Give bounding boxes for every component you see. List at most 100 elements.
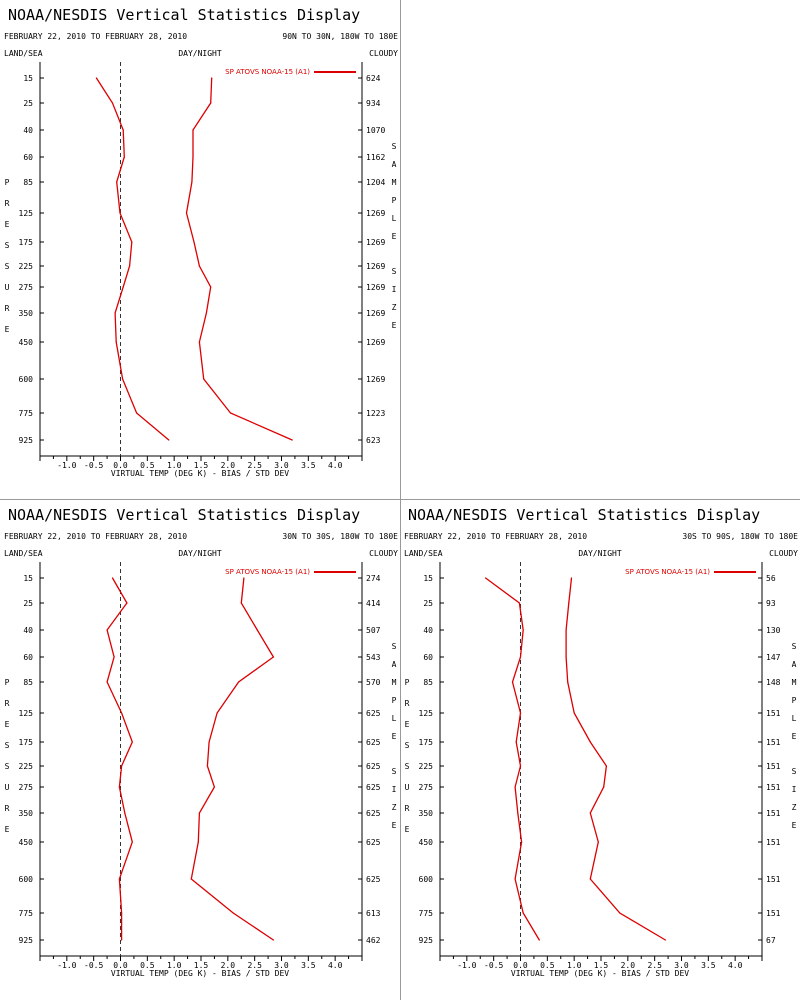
date-range: FEBRUARY 22, 2010 TO FEBRUARY 28, 2010 xyxy=(4,32,187,41)
x-tick-label: 3.0 xyxy=(274,461,289,470)
bias-point xyxy=(95,77,97,79)
x-tick-label: 2.5 xyxy=(247,461,262,470)
stddev-point xyxy=(291,439,293,441)
sample-axis-letter: S xyxy=(392,142,397,151)
chart-svg: NOAA/NESDIS Vertical Statistics Display F… xyxy=(4,6,398,478)
pressure-level-label: 275 xyxy=(419,783,434,792)
sample-axis-letter: S xyxy=(392,642,397,651)
pressure-axis-letter: E xyxy=(5,325,10,334)
sample-size-label: 1269 xyxy=(366,283,385,292)
pressure-level-label: 125 xyxy=(419,709,434,718)
bias-point xyxy=(522,629,524,631)
sample-axis-letter: M xyxy=(792,678,797,687)
bias-point xyxy=(121,939,123,941)
stddev-point xyxy=(192,129,194,131)
stddev-point xyxy=(198,812,200,814)
stddev-point xyxy=(206,765,208,767)
x-tick-label: 2.5 xyxy=(247,961,262,970)
pressure-level-label: 275 xyxy=(19,783,34,792)
sample-size-label: 624 xyxy=(366,74,381,83)
sample-axis-letter: E xyxy=(392,232,397,241)
x-tick-label: 0.5 xyxy=(540,961,555,970)
sample-axis-letter: P xyxy=(392,696,397,705)
bias-series-line xyxy=(485,577,540,941)
sample-size-label: 623 xyxy=(366,436,381,445)
bias-point xyxy=(119,212,121,214)
bias-point xyxy=(521,841,523,843)
stats-panel-tropics: NOAA/NESDIS Vertical Statistics Display F… xyxy=(0,500,400,1000)
pressure-axis-letter: P xyxy=(5,178,10,187)
sample-size-label: 1269 xyxy=(366,209,385,218)
pressure-level-label: 600 xyxy=(419,875,434,884)
pressure-axis-letter: P xyxy=(405,678,410,687)
chart-title: NOAA/NESDIS Vertical Statistics Display xyxy=(408,506,760,524)
size-axis-letter: I xyxy=(392,285,397,294)
bias-point xyxy=(129,265,131,267)
sample-axis-letter: P xyxy=(392,196,397,205)
stddev-point xyxy=(589,812,591,814)
sample-axis-letter: L xyxy=(392,214,397,223)
x-tick-label: 2.0 xyxy=(221,961,236,970)
pressure-level-label: 350 xyxy=(419,809,434,818)
bias-point xyxy=(122,129,124,131)
sample-size-label: 570 xyxy=(366,678,381,687)
stddev-point xyxy=(603,786,605,788)
stddev-point xyxy=(198,265,200,267)
stddev-point xyxy=(197,841,199,843)
sample-size-label: 1204 xyxy=(366,178,385,187)
sample-size-label: 507 xyxy=(366,626,381,635)
bias-point xyxy=(118,786,120,788)
pressure-level-label: 15 xyxy=(23,574,33,583)
cloudy-label: CLOUDY xyxy=(369,49,398,58)
sample-size-label: 151 xyxy=(766,875,781,884)
stddev-point xyxy=(185,212,188,214)
land-sea-label: LAND/SEA xyxy=(4,49,43,58)
pressure-level-label: 600 xyxy=(19,875,34,884)
bias-point xyxy=(116,181,118,183)
day-night-label: DAY/NIGHT xyxy=(178,49,222,58)
sample-size-label: 148 xyxy=(766,678,781,687)
pressure-level-label: 40 xyxy=(423,626,433,635)
bias-point xyxy=(123,156,125,158)
sample-axis-letter: L xyxy=(392,714,397,723)
x-tick-label: 0.5 xyxy=(140,461,155,470)
stddev-point xyxy=(589,878,591,880)
stddev-point xyxy=(570,577,573,579)
bias-point xyxy=(131,741,133,743)
sample-size-label: 93 xyxy=(766,599,776,608)
pressure-level-label: 25 xyxy=(23,99,33,108)
pressure-level-label: 350 xyxy=(19,309,34,318)
pressure-level-label: 225 xyxy=(19,762,34,771)
pressure-axis-letter: R xyxy=(5,304,10,313)
x-tick-label: 4.0 xyxy=(328,961,343,970)
bias-point xyxy=(115,341,117,343)
bias-point xyxy=(517,812,519,814)
sample-axis-letter: M xyxy=(392,678,397,687)
pressure-level-label: 25 xyxy=(423,599,433,608)
sample-axis-letter: M xyxy=(392,178,397,187)
x-tick-label: 1.0 xyxy=(567,961,582,970)
sample-size-label: 625 xyxy=(366,783,381,792)
sample-size-label: 1269 xyxy=(366,309,385,318)
sample-size-label: 151 xyxy=(766,762,781,771)
chart-title: NOAA/NESDIS Vertical Statistics Display xyxy=(8,6,360,24)
pressure-level-label: 40 xyxy=(23,126,33,135)
sample-size-label: 625 xyxy=(366,762,381,771)
date-range: FEBRUARY 22, 2010 TO FEBRUARY 28, 2010 xyxy=(4,532,187,541)
legend-label: SP ATOVS NOAA-15 (A1) xyxy=(225,568,310,576)
stddev-point xyxy=(238,681,240,683)
bias-point xyxy=(126,602,128,604)
sample-size-label: 1223 xyxy=(366,409,385,418)
pressure-level-label: 60 xyxy=(23,653,33,662)
pressure-level-label: 225 xyxy=(19,262,34,271)
sample-axis-letter: S xyxy=(792,642,797,651)
bias-point xyxy=(121,712,123,714)
x-tick-label: 1.0 xyxy=(167,461,182,470)
legend-label: SP ATOVS NOAA-15 (A1) xyxy=(225,68,310,76)
stddev-point xyxy=(232,912,234,914)
stddev-point xyxy=(211,77,213,79)
x-axis-label: VIRTUAL TEMP (DEG K) - BIAS / STD DEV xyxy=(111,969,289,978)
pressure-level-label: 775 xyxy=(19,409,34,418)
pressure-level-label: 450 xyxy=(19,838,34,847)
pressure-level-label: 275 xyxy=(19,283,34,292)
